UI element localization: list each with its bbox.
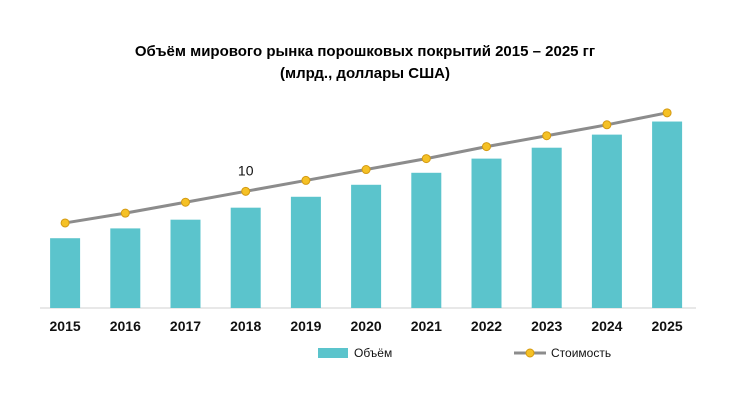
line-point-2025 bbox=[662, 108, 672, 118]
x-tick-2017: 2017 bbox=[170, 318, 201, 334]
x-tick-2021: 2021 bbox=[411, 318, 442, 334]
x-tick-2025: 2025 bbox=[652, 318, 683, 334]
bar-2018 bbox=[230, 207, 261, 308]
x-tick-2020: 2020 bbox=[351, 318, 382, 334]
x-tick-2019: 2019 bbox=[290, 318, 321, 334]
bar-2025 bbox=[652, 121, 683, 308]
line-point-2023 bbox=[542, 131, 552, 141]
bar-2021 bbox=[411, 172, 442, 308]
legend-swatch-bar bbox=[318, 348, 348, 358]
line-point-2015 bbox=[60, 218, 70, 228]
x-tick-labels: 2015 2016 2017 2018 2019 2020 2021 2022 2023 2024… bbox=[50, 318, 683, 334]
x-tick-2023: 2023 bbox=[531, 318, 562, 334]
line-point-2024 bbox=[602, 120, 612, 130]
legend-swatch-marker bbox=[525, 348, 535, 358]
x-tick-2024: 2024 bbox=[591, 318, 622, 334]
x-tick-2022: 2022 bbox=[471, 318, 502, 334]
annotations-layer: 10 bbox=[238, 162, 254, 178]
line-point-2022 bbox=[482, 142, 491, 152]
line-point-2017 bbox=[181, 197, 190, 207]
legend: Объём Стоимость bbox=[318, 346, 611, 360]
chart-subtitle: (млрд., доллары США) bbox=[280, 65, 450, 82]
bars-layer bbox=[50, 121, 683, 308]
line-point-2018 bbox=[241, 186, 251, 196]
line-point-2020 bbox=[361, 165, 371, 175]
bar-2017 bbox=[170, 219, 201, 308]
chart-title: Объём мирового рынка порошковых покрытий… bbox=[135, 43, 595, 60]
line-point-2019 bbox=[301, 175, 311, 185]
x-tick-2016: 2016 bbox=[110, 318, 141, 334]
legend-label-bar: Объём bbox=[354, 346, 392, 360]
bar-2023 bbox=[531, 147, 562, 308]
bar-2020 bbox=[351, 184, 382, 308]
bar-2015 bbox=[50, 238, 81, 308]
legend-label-line: Стоимость bbox=[551, 346, 611, 360]
bar-2016 bbox=[110, 228, 141, 308]
bar-2024 bbox=[591, 134, 622, 308]
line-point-2021 bbox=[421, 154, 431, 164]
x-tick-2018: 2018 bbox=[230, 318, 261, 334]
x-tick-2015: 2015 bbox=[50, 318, 81, 334]
line-layer bbox=[60, 108, 672, 228]
bar-2022 bbox=[471, 158, 502, 308]
data-label-2018: 10 bbox=[238, 162, 254, 178]
bar-2019 bbox=[290, 196, 321, 308]
line-point-2016 bbox=[120, 208, 130, 218]
